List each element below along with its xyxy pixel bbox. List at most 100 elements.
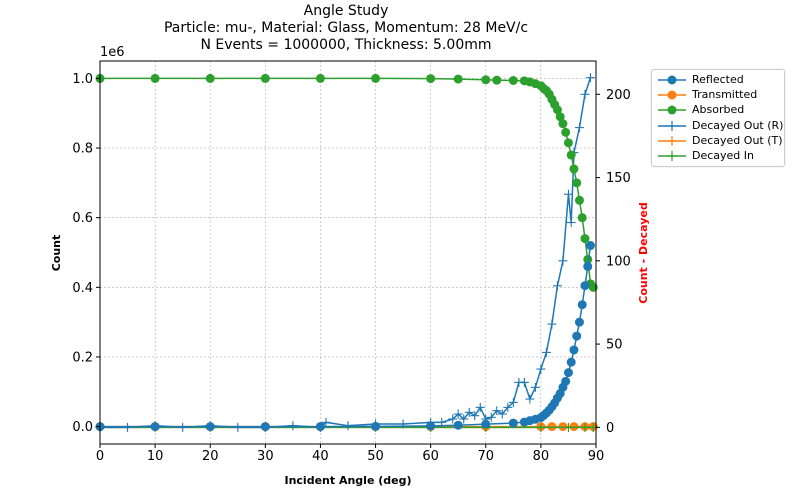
y-tick-label: 0.0 (72, 420, 93, 435)
point-decayed-out-r (563, 189, 573, 199)
y-axis-left: 0.0 0.2 0.4 0.6 0.8 1.0 (72, 72, 100, 435)
point-reflected (426, 421, 436, 431)
point-reflected (569, 345, 579, 355)
point-absorbed (426, 74, 436, 84)
y-offset-label: 1e6 (100, 45, 125, 60)
point-decayed-in (563, 422, 573, 432)
point-reflected (508, 418, 518, 428)
point-decayed-out-r (566, 218, 576, 228)
point-decayed-out-r (580, 89, 590, 99)
x-tick-label: 0 (96, 449, 104, 464)
point-decayed-out-r (475, 402, 485, 412)
point-absorbed (260, 73, 270, 83)
legend-marker-decayed-out-r (658, 121, 686, 131)
y-right-tick-label: 50 (606, 338, 623, 353)
x-tick-label: 90 (588, 449, 605, 464)
point-decayed-out-r (585, 73, 595, 83)
point-absorbed (555, 112, 565, 122)
point-decayed-out-r (486, 412, 496, 422)
point-decayed-out-r (321, 417, 331, 427)
point-reflected (585, 241, 595, 251)
legend: Reflected Transmitted Absorbed Decayed O… (651, 69, 785, 167)
point-decayed-out-r (398, 419, 408, 429)
series-absorbed (95, 73, 598, 292)
legend-marker-absorbed (658, 105, 686, 115)
x-axis: 0 10 20 30 40 50 60 70 80 90 (96, 444, 604, 464)
y-tick-label: 0.6 (72, 211, 93, 226)
point-reflected (205, 422, 215, 432)
y-axis-label-right: Count - Decayed (637, 202, 650, 303)
point-reflected (481, 419, 491, 429)
point-absorbed (563, 138, 573, 148)
point-reflected (574, 317, 584, 327)
point-absorbed (583, 254, 593, 264)
y-axis-label-left: Count (50, 235, 63, 272)
point-absorbed (508, 75, 518, 85)
point-absorbed (574, 195, 584, 205)
series-decayed-out-r (95, 73, 595, 432)
point-decayed-out-r (519, 377, 529, 387)
point-absorbed (561, 127, 571, 137)
point-reflected (580, 281, 590, 291)
point-absorbed (580, 234, 590, 244)
point-decayed-out-r (470, 411, 480, 421)
point-absorbed (481, 75, 491, 85)
y-right-tick-label: 200 (606, 88, 631, 103)
point-reflected (566, 357, 576, 367)
x-axis-label: Incident Angle (deg) (284, 474, 411, 487)
y-tick-label: 0.2 (72, 350, 93, 365)
legend-marker-reflected (658, 75, 686, 85)
x-tick-label: 80 (533, 449, 550, 464)
y-tick-label: 0.4 (72, 281, 93, 296)
chart-subtitle-line-2: N Events = 1000000, Thickness: 5.00mm (200, 37, 492, 53)
point-transmitted (558, 422, 568, 432)
point-decayed-out-r (492, 406, 502, 416)
point-transmitted (569, 422, 579, 432)
y-right-tick-label: 100 (606, 254, 631, 269)
point-absorbed (371, 73, 381, 83)
y-tick-label: 1.0 (72, 72, 93, 87)
point-decayed-out-r (464, 407, 474, 417)
x-tick-label: 50 (367, 449, 384, 464)
point-reflected (577, 300, 587, 310)
point-decayed-out-r (178, 422, 188, 432)
point-decayed-out-r (558, 256, 568, 266)
legend-marker-transmitted (658, 90, 686, 100)
point-decayed-out-r (288, 421, 298, 431)
legend-marker-decayed-in (658, 151, 686, 161)
point-reflected (583, 261, 593, 271)
point-absorbed (566, 150, 576, 160)
point-decayed-out-r (536, 364, 546, 374)
point-decayed-out-r (448, 414, 458, 424)
point-decayed-out-r (547, 319, 557, 329)
x-tick-label: 70 (478, 449, 495, 464)
point-absorbed (569, 164, 579, 174)
point-decayed-out-r (503, 402, 513, 412)
point-decayed-out-r (508, 397, 518, 407)
point-absorbed (205, 73, 215, 83)
legend-marker-decayed-out-t (658, 136, 686, 146)
point-absorbed (577, 213, 587, 223)
point-absorbed (552, 105, 562, 115)
series-line-decayed-out-r (100, 77, 592, 429)
legend-label-decayed-out-r: Decayed Out (R) (692, 119, 784, 132)
plot-frame (99, 60, 597, 445)
series-line-absorbed (100, 77, 594, 288)
chart-title: Angle Study (303, 3, 389, 19)
point-absorbed (315, 73, 325, 83)
point-absorbed (492, 75, 502, 85)
point-reflected (150, 422, 160, 432)
legend-label-reflected: Reflected (692, 73, 744, 86)
legend-label-decayed-in: Decayed In (692, 149, 754, 162)
chart-subtitle-line-1: Particle: mu-, Material: Glass, Momentum… (163, 20, 529, 36)
x-tick-label: 20 (202, 449, 219, 464)
point-decayed-out-r (574, 123, 584, 133)
point-decayed-out-r (233, 422, 243, 432)
point-transmitted (547, 422, 557, 432)
y-axis-right: 0 50 100 150 200 (596, 88, 631, 436)
point-reflected (453, 420, 463, 430)
point-decayed-in (536, 422, 546, 432)
x-tick-label: 10 (147, 449, 164, 464)
point-reflected (561, 376, 571, 386)
